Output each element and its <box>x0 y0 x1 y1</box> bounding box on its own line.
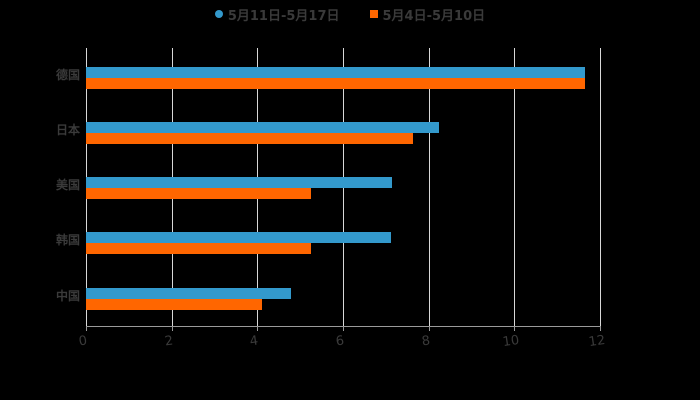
legend-item-series-2[interactable]: 5月4日-5月10日 <box>369 5 486 24</box>
x-tick-label: 4 <box>249 333 260 350</box>
x-tick <box>171 326 173 331</box>
category-label: 韩国 <box>55 233 80 247</box>
bar-series-1[interactable] <box>86 232 391 243</box>
x-tick <box>86 326 87 331</box>
bar-series-2[interactable] <box>86 133 413 144</box>
x-tick-label: 10 <box>502 332 521 351</box>
category-label: 德国 <box>55 68 80 82</box>
x-tick <box>257 326 259 331</box>
category-label: 中国 <box>55 289 80 303</box>
legend-label: 5月4日-5月10日 <box>382 8 486 24</box>
chart-legend: 5月11日-5月17日 5月4日-5月10日 <box>0 5 700 24</box>
x-tick-label: 0 <box>77 333 89 350</box>
x-tick-label: 8 <box>420 333 431 350</box>
bar-series-2[interactable] <box>86 188 311 199</box>
x-tick <box>600 326 601 331</box>
x-tick <box>428 326 430 331</box>
bar-series-2[interactable] <box>86 299 263 310</box>
bar-series-1[interactable] <box>86 122 439 133</box>
bar-series-1[interactable] <box>86 67 585 78</box>
x-tick-label: 2 <box>163 333 174 350</box>
circle-marker-icon <box>214 10 223 18</box>
legend-label: 5月11日-5月17日 <box>227 8 340 24</box>
x-tick-label: 12 <box>587 332 607 351</box>
gridline <box>600 48 601 326</box>
legend-item-series-1[interactable]: 5月11日-5月17日 <box>214 5 340 24</box>
square-marker-icon <box>369 10 378 18</box>
x-tick <box>514 326 516 331</box>
category-label: 美国 <box>55 178 80 192</box>
category-label: 日本 <box>55 123 80 137</box>
bar-series-1[interactable] <box>86 177 392 188</box>
bar-series-1[interactable] <box>86 288 292 299</box>
bar-series-2[interactable] <box>86 243 311 254</box>
gridline <box>514 48 516 326</box>
x-tick-label: 6 <box>334 333 346 350</box>
plot-area <box>86 48 601 326</box>
x-tick <box>343 326 344 331</box>
gridline <box>428 48 430 326</box>
bar-series-2[interactable] <box>86 78 585 89</box>
